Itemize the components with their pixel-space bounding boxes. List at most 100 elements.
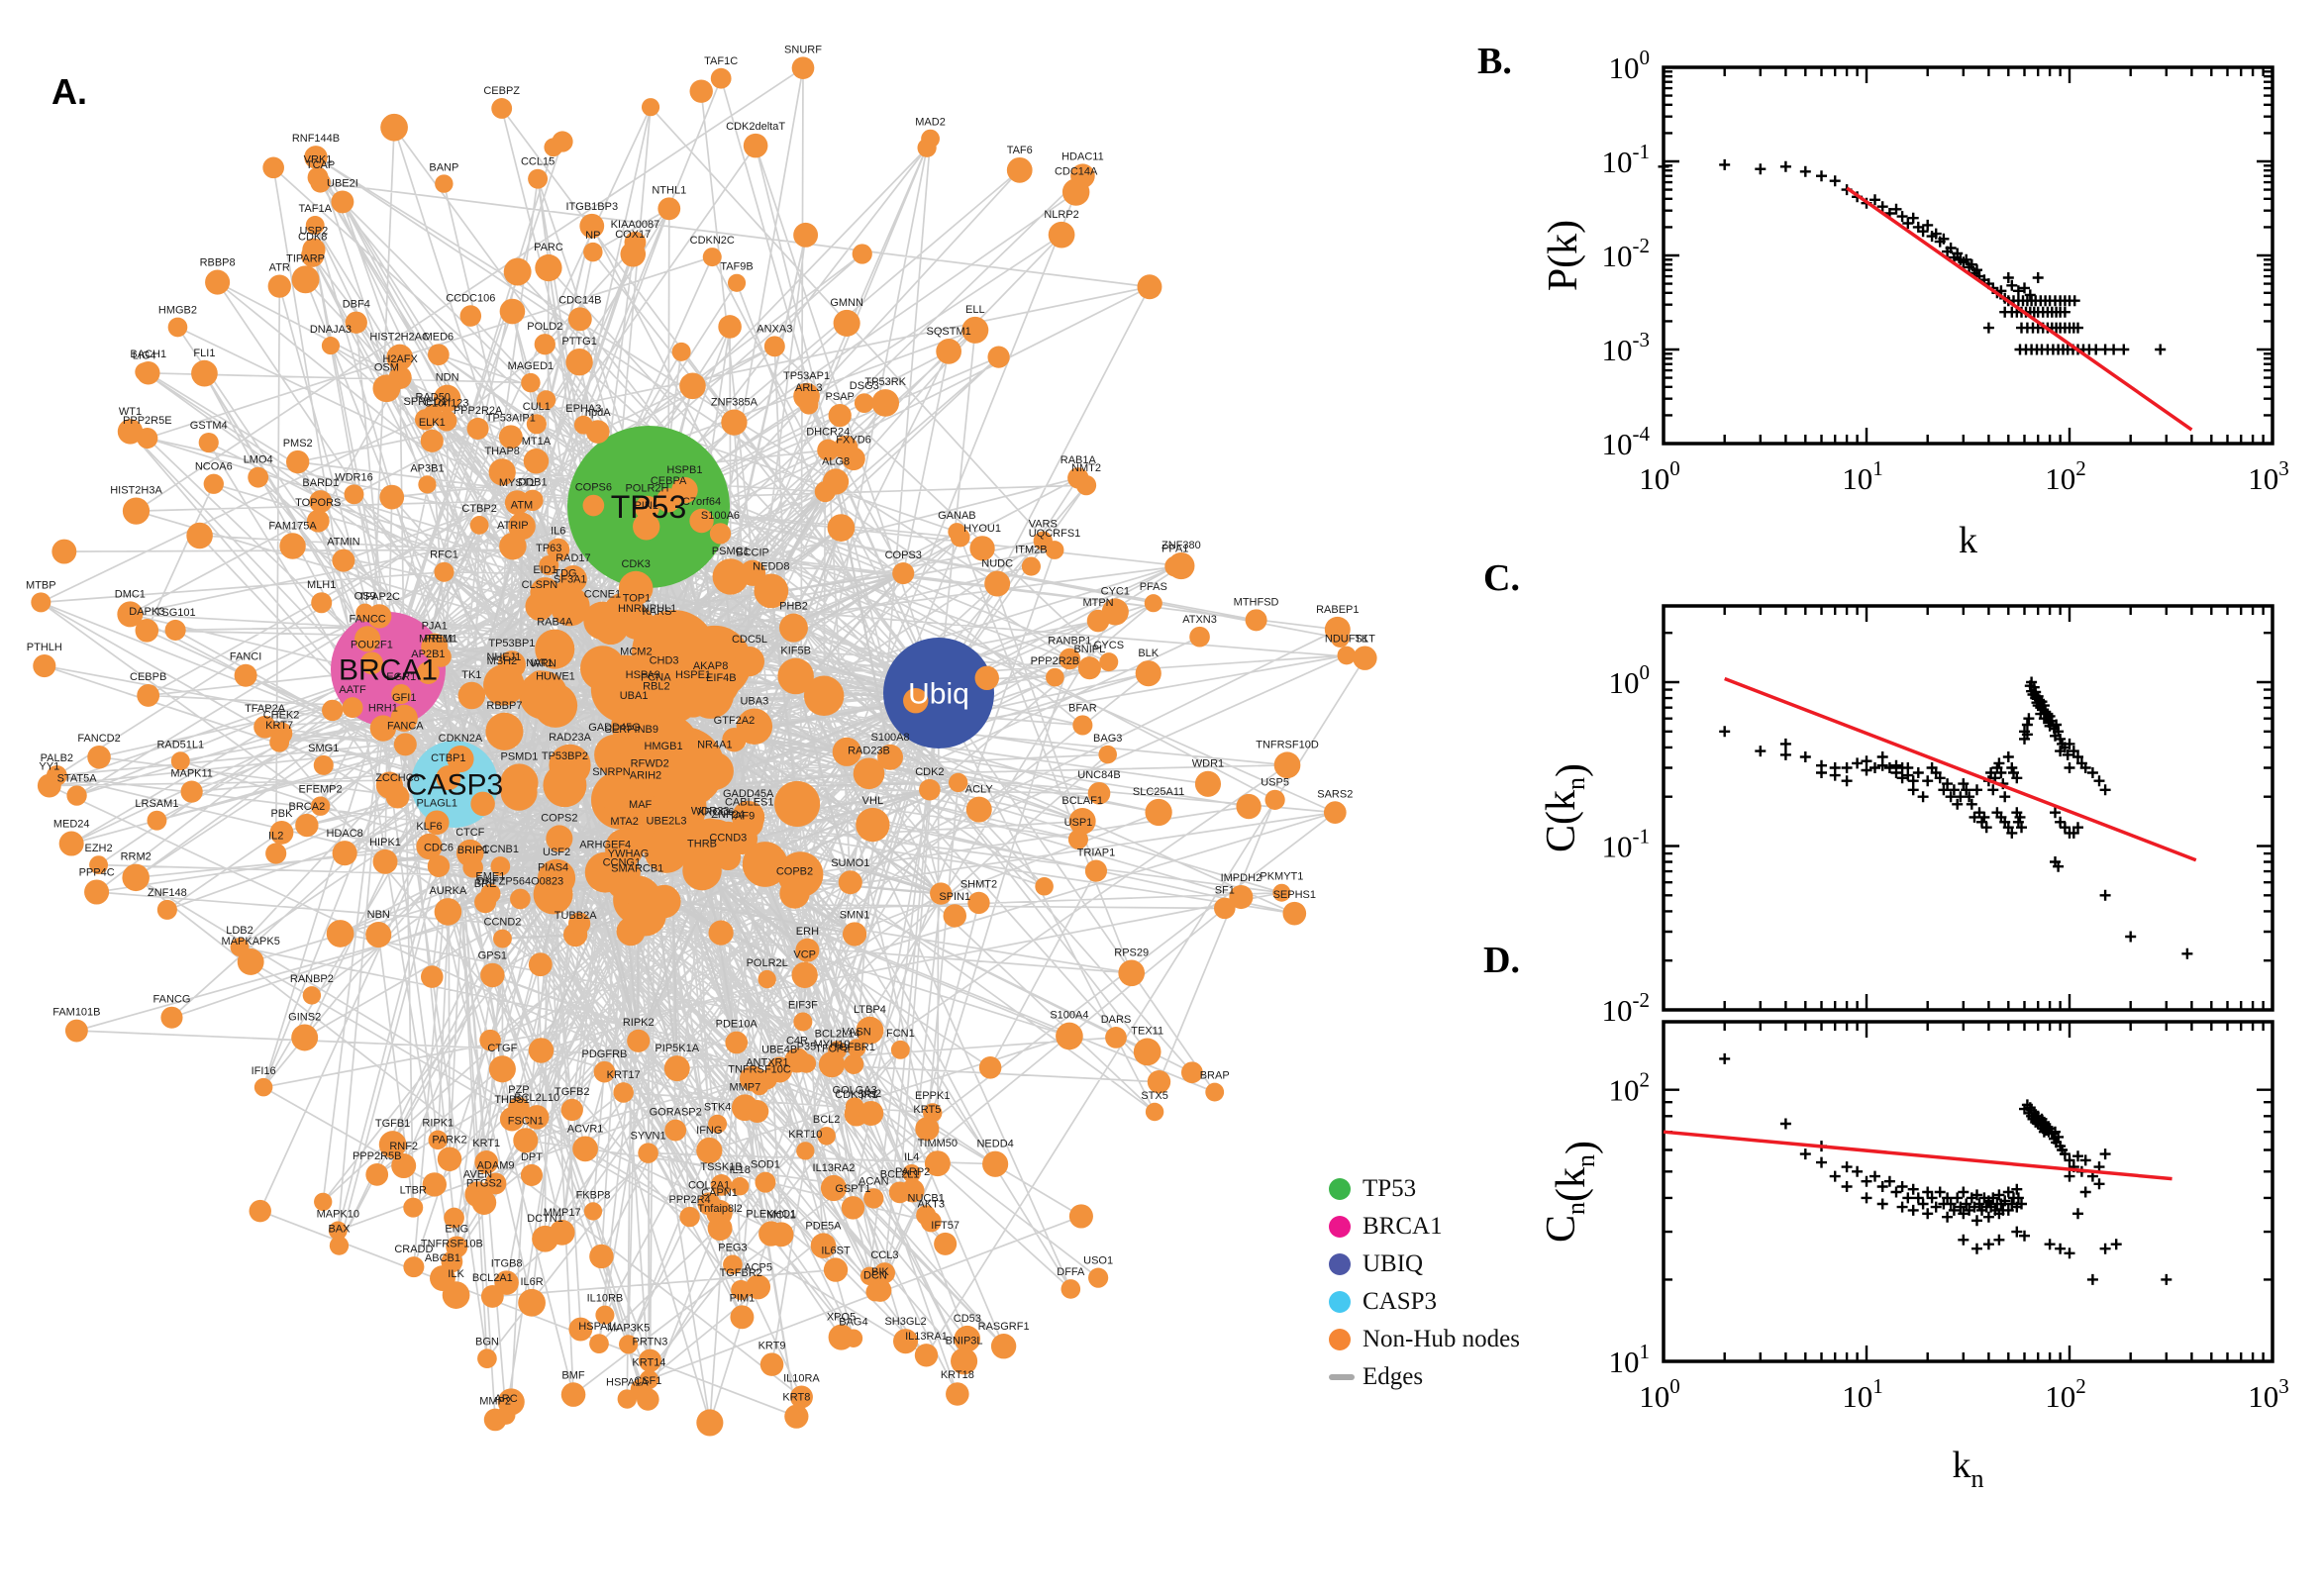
network-node: [827, 514, 856, 542]
network-node-label: SOD1: [751, 1159, 780, 1171]
network-node-label: BCL2L14: [815, 1028, 860, 1040]
network-node: [365, 922, 392, 948]
network-node-label: HYOU1: [963, 523, 1001, 535]
network-node: [279, 533, 306, 559]
network-node-label: RBL2: [643, 680, 670, 692]
network-node-label: GORASP2: [650, 1107, 702, 1119]
network-node-label: TEX11: [1131, 1026, 1163, 1038]
network-node: [471, 1190, 497, 1215]
network-node: [1135, 660, 1162, 687]
network-node: [695, 751, 734, 790]
network-node-label: GSTM4: [190, 420, 228, 432]
network-node: [521, 372, 541, 393]
network-node-label: ZNF380: [1162, 540, 1201, 551]
network-node-label: RBBP7: [486, 700, 522, 712]
network-node: [722, 728, 747, 752]
network-node-label: MAF: [629, 799, 653, 811]
network-node-label: CCNG1: [603, 857, 642, 869]
network-node-label: PSMC1: [712, 546, 750, 557]
network-node-label: TGFBR2: [720, 1267, 762, 1279]
network-node-label: CTBP1: [431, 752, 465, 764]
network-node-label: ITGB1BP3: [565, 201, 618, 213]
network-node: [310, 796, 331, 816]
network-node: [33, 654, 56, 678]
network-node: [477, 1348, 497, 1369]
network-node: [902, 1163, 921, 1183]
network-node: [621, 658, 652, 688]
network-node-label: GANAB: [938, 510, 976, 522]
network-node-label: KRT17: [607, 1069, 641, 1081]
network-node: [823, 1257, 849, 1282]
network-node: [332, 841, 357, 866]
network-node-label: NTHL1: [652, 184, 686, 196]
network-node-label: MAP3K5: [607, 1322, 650, 1334]
network-node-label: BRE: [474, 878, 497, 890]
network-node-label: ITM2B: [1015, 545, 1047, 556]
network-node: [742, 842, 788, 887]
network-node: [863, 1188, 884, 1209]
network-node: [508, 1096, 530, 1119]
network-node: [84, 879, 110, 905]
network-node: [1084, 859, 1108, 882]
network-node: [820, 1174, 848, 1202]
network-node: [302, 986, 322, 1005]
network-node-label: MAPK11: [170, 767, 213, 779]
x-tick-label: 102: [2045, 1374, 2086, 1414]
network-node-label: BNIP3L: [946, 1335, 983, 1347]
network-node-label: SMG1: [308, 743, 339, 754]
network-node: [344, 484, 364, 505]
network-node: [710, 67, 732, 89]
network-node-label: UBE2I: [327, 177, 358, 189]
network-node-label: S100A8: [870, 732, 909, 744]
network-node-label: CDC14B: [558, 294, 601, 306]
network-node: [1048, 221, 1075, 249]
network-node: [796, 1053, 817, 1073]
network-node: [620, 241, 647, 267]
network-node: [524, 1105, 550, 1130]
network-node-label: TAF1C: [704, 55, 738, 67]
network-node: [474, 1149, 499, 1174]
network-node: [689, 508, 714, 534]
network-node: [890, 1040, 910, 1059]
network-node-label: MTA2: [610, 816, 639, 828]
network-node: [1137, 274, 1162, 300]
network-node-label: RFWD2: [631, 757, 669, 769]
network-node: [314, 1192, 333, 1212]
network-node: [1180, 1061, 1203, 1084]
panel-d-letter: D.: [1483, 940, 1520, 981]
network-node-label: S100A6: [701, 510, 740, 522]
network-node-label: WDR1: [1192, 758, 1224, 770]
network-node-label: AATF: [339, 684, 366, 696]
network-node-label: HIST2H3A: [110, 484, 162, 496]
network-node: [755, 1171, 776, 1193]
network-node: [1264, 789, 1285, 810]
network-node-label: ATXN3: [1182, 614, 1217, 626]
network-node: [924, 1150, 951, 1177]
network-node: [853, 757, 885, 790]
network-node-label: SMN1: [840, 909, 870, 921]
y-tick-label: 102: [1609, 1068, 1651, 1108]
network-node: [696, 1137, 723, 1164]
network-node-label: FCN1: [886, 1028, 915, 1040]
network-node-label: LTBP4: [854, 1004, 886, 1016]
network-node-label: RNF144B: [292, 133, 340, 145]
network-node: [796, 1142, 815, 1160]
network-node-label: TAF9B: [720, 261, 753, 273]
network-node-label: FXYD6: [836, 435, 870, 447]
network-node-label: GPS1: [478, 950, 507, 962]
network-node-label: TP53BP1: [488, 638, 535, 649]
network-node-label: TKT: [1355, 634, 1375, 646]
network-node-label: CDK8: [298, 231, 327, 243]
network-node-label: PEG3: [718, 1242, 747, 1253]
network-node: [702, 248, 722, 267]
network-node-label: CEBPA: [651, 475, 687, 487]
network-node-label: FANCG: [153, 994, 191, 1006]
network-node-label: ENG: [445, 1223, 468, 1235]
network-node-label: AURKA: [429, 885, 467, 897]
network-node-label: HMGB1: [644, 741, 682, 752]
network-node: [493, 929, 512, 948]
network-node: [795, 938, 820, 962]
network-node: [793, 382, 820, 410]
legend-item-casp3: CASP3: [1329, 1283, 1520, 1321]
network-node: [354, 626, 381, 652]
